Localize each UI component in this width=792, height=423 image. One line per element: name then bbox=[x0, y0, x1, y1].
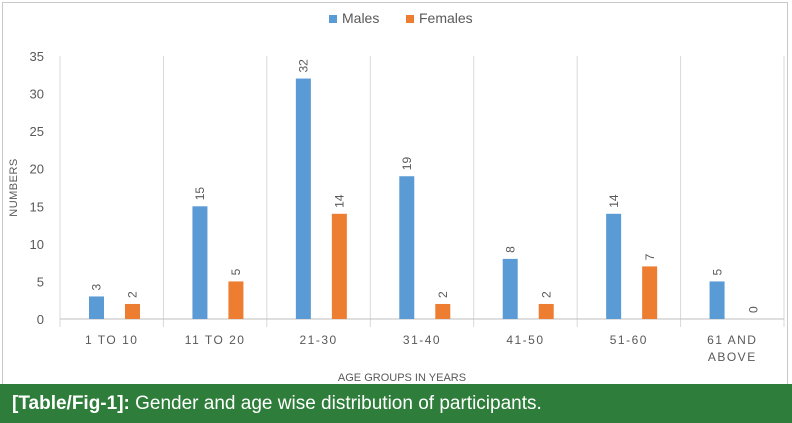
data-label-males: 3 bbox=[90, 283, 104, 290]
bar-males bbox=[295, 78, 311, 320]
bar-males bbox=[606, 213, 622, 319]
bar-females bbox=[538, 303, 554, 319]
caption-text: Gender and age wise distribution of part… bbox=[129, 393, 542, 414]
x-tick-label: 11 TO 20 bbox=[185, 333, 246, 347]
x-tick-label: 61 AND bbox=[707, 333, 757, 347]
data-label-males: 8 bbox=[503, 246, 517, 253]
bar-females bbox=[228, 281, 244, 319]
figure-caption: [Table/Fig-1]: Gender and age wise distr… bbox=[0, 384, 792, 423]
y-tick-label: 20 bbox=[30, 162, 44, 177]
x-tick-label: 41-50 bbox=[506, 333, 544, 347]
x-tick-label: 21-30 bbox=[299, 333, 337, 347]
data-label-females: 2 bbox=[539, 291, 553, 298]
x-tick-label: 1 TO 10 bbox=[85, 333, 138, 347]
y-axis-title: NUMBERS bbox=[8, 158, 20, 217]
bar-males bbox=[709, 281, 725, 319]
y-tick-label: 10 bbox=[30, 237, 44, 252]
bar-males bbox=[399, 176, 415, 319]
data-label-females: 2 bbox=[126, 291, 140, 298]
data-label-males: 19 bbox=[400, 157, 414, 171]
data-label-females: 7 bbox=[643, 253, 657, 260]
x-tick-label: 51-60 bbox=[610, 333, 648, 347]
x-tick-label: ABOVE bbox=[708, 350, 757, 364]
bar-males bbox=[89, 296, 104, 319]
legend-swatch-females bbox=[406, 15, 414, 23]
data-label-males: 5 bbox=[710, 268, 724, 275]
data-label-females: 0 bbox=[746, 306, 760, 313]
data-label-males: 14 bbox=[607, 194, 621, 208]
chart-panel: Males Females 0 5 10 15 20 25 30 35 NUMBERS 3 2 1 TO … bbox=[2, 2, 788, 384]
y-tick-label: 25 bbox=[30, 124, 44, 139]
bar-females bbox=[331, 213, 347, 319]
data-label-females: 5 bbox=[229, 268, 243, 275]
data-label-males: 15 bbox=[193, 187, 207, 201]
legend-label-females: Females bbox=[419, 10, 473, 26]
data-label-females: 14 bbox=[333, 194, 347, 208]
data-label-females: 2 bbox=[436, 291, 450, 298]
y-tick-label: 5 bbox=[37, 274, 44, 289]
bar-females bbox=[125, 303, 140, 319]
data-label-males: 32 bbox=[297, 59, 311, 73]
y-tick-label: 30 bbox=[30, 87, 44, 102]
y-tick-label: 35 bbox=[30, 49, 44, 64]
bar-females bbox=[435, 303, 451, 319]
x-tick-label: 31-40 bbox=[403, 333, 441, 347]
legend-swatch-males bbox=[329, 15, 337, 23]
bar-males bbox=[502, 258, 518, 319]
legend-label-males: Males bbox=[342, 10, 379, 26]
y-tick-label: 0 bbox=[37, 312, 44, 327]
x-axis-title: AGE GROUPS IN YEARS bbox=[338, 372, 466, 384]
caption-label: [Table/Fig-1]: bbox=[12, 393, 130, 414]
bar-females bbox=[642, 266, 658, 319]
y-tick-label: 15 bbox=[30, 199, 44, 214]
bar-males bbox=[192, 206, 208, 319]
